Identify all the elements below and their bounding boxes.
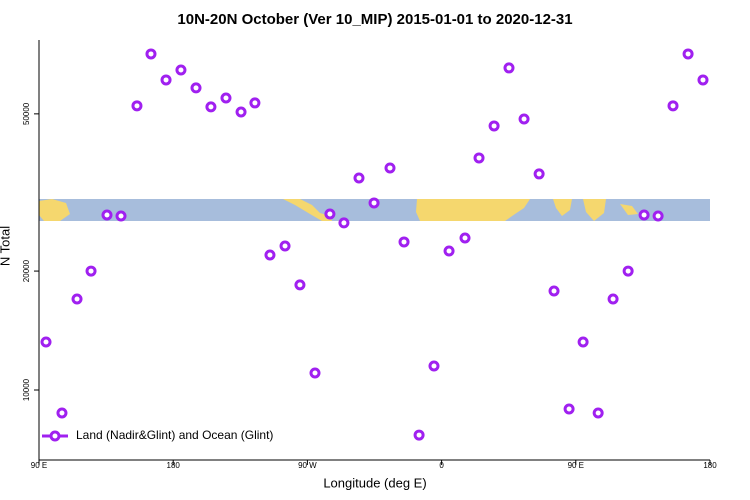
point <box>190 82 202 94</box>
point <box>697 74 709 86</box>
point <box>548 285 560 297</box>
point <box>384 162 396 174</box>
x-tick-label: 180 <box>167 461 181 470</box>
y-tick-label: 20000 <box>22 259 31 282</box>
point <box>235 106 247 118</box>
x-axis-label: Longitude (deg E) <box>323 475 426 490</box>
point <box>131 100 143 112</box>
chart-title: 10N-20N October (Ver 10_MIP) 2015-01-01 … <box>177 11 572 28</box>
point <box>577 336 589 348</box>
point <box>279 240 291 252</box>
point <box>71 293 83 305</box>
point <box>563 403 575 415</box>
point <box>638 209 650 221</box>
point <box>249 97 261 109</box>
point <box>338 217 350 229</box>
x-tick-label: 180 <box>703 461 717 470</box>
point <box>294 279 306 291</box>
point <box>175 64 187 76</box>
point <box>309 367 321 379</box>
point <box>56 407 68 419</box>
point <box>40 336 52 348</box>
point <box>459 232 471 244</box>
point <box>264 249 276 261</box>
point <box>518 113 530 125</box>
point <box>607 293 619 305</box>
x-tick-label: 0 <box>439 461 444 470</box>
point <box>473 152 485 164</box>
y-axis-label: N Total <box>0 226 12 266</box>
point <box>622 265 634 277</box>
point <box>503 62 515 74</box>
point <box>368 197 380 209</box>
point <box>205 101 217 113</box>
point <box>428 360 440 372</box>
x-tick-label: 90 E <box>31 461 47 470</box>
y-tick-label: 50000 <box>22 102 31 125</box>
point <box>160 74 172 86</box>
point <box>682 48 694 60</box>
point <box>443 245 455 257</box>
point <box>85 265 97 277</box>
point <box>533 168 545 180</box>
point <box>220 92 232 104</box>
point <box>413 429 425 441</box>
legend-label: Land (Nadir&Glint) and Ocean (Glint) <box>76 428 273 442</box>
point <box>145 48 157 60</box>
x-tick-label: 90 E <box>568 461 584 470</box>
point <box>488 120 500 132</box>
point <box>652 210 664 222</box>
map-strip <box>39 199 710 221</box>
point <box>353 172 365 184</box>
point <box>592 407 604 419</box>
point <box>398 236 410 248</box>
point <box>101 209 113 221</box>
point <box>324 208 336 220</box>
x-tick-label: 90 W <box>298 461 317 470</box>
point <box>115 210 127 222</box>
y-tick-label: 10000 <box>22 378 31 401</box>
point <box>667 100 679 112</box>
legend-marker <box>49 430 61 442</box>
